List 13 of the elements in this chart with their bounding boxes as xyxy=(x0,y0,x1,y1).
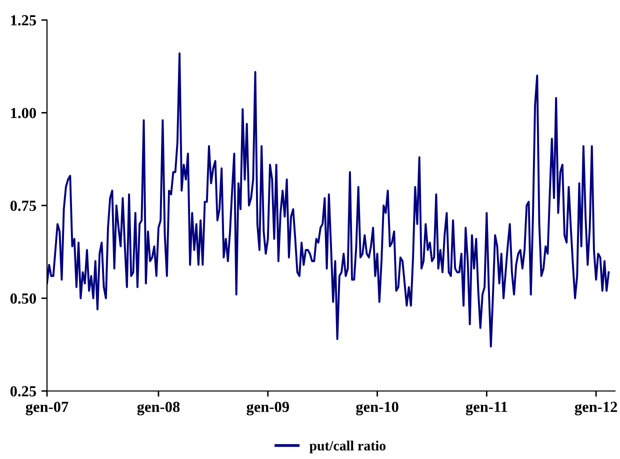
line-series xyxy=(47,52,610,348)
x-tick-label: gen-09 xyxy=(246,402,289,416)
x-tick-label: gen-07 xyxy=(26,402,68,416)
y-tick-label: 0.75 xyxy=(10,200,36,212)
x-tick-label: gen-11 xyxy=(466,402,508,416)
y-tick-label: 1.25 xyxy=(11,15,36,26)
x-tick-label: gen-08 xyxy=(137,402,180,416)
x-tick-label: gen-12 xyxy=(574,402,618,416)
y-tick-label: 1.00 xyxy=(11,108,36,118)
x-tick-label: gen-10 xyxy=(356,402,398,416)
y-tick-label: 0.50 xyxy=(10,293,36,304)
legend-label: put/call ratio xyxy=(309,440,386,454)
y-tick-label: 0.25 xyxy=(10,386,36,397)
